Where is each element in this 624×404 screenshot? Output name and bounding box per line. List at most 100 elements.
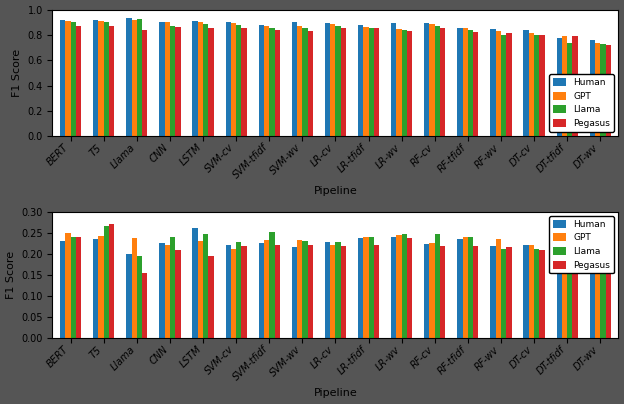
- Bar: [490, 29, 495, 136]
- Bar: [203, 24, 208, 136]
- Bar: [396, 235, 402, 338]
- Bar: [605, 255, 611, 338]
- Bar: [60, 20, 66, 136]
- Bar: [369, 237, 374, 338]
- Bar: [457, 239, 462, 338]
- Bar: [429, 24, 435, 136]
- Bar: [473, 32, 479, 136]
- Bar: [358, 25, 363, 136]
- Bar: [236, 25, 241, 136]
- Bar: [99, 21, 104, 136]
- Bar: [557, 239, 562, 338]
- Bar: [275, 245, 280, 338]
- Bar: [391, 23, 396, 136]
- Bar: [192, 21, 198, 136]
- Bar: [241, 28, 246, 136]
- Bar: [524, 245, 529, 338]
- Bar: [435, 26, 440, 136]
- Bar: [303, 241, 308, 338]
- Bar: [440, 28, 446, 136]
- Bar: [165, 22, 170, 136]
- Bar: [137, 256, 142, 338]
- Bar: [104, 226, 109, 338]
- Bar: [391, 237, 396, 338]
- Bar: [495, 239, 501, 338]
- Bar: [330, 245, 336, 338]
- Bar: [402, 30, 407, 136]
- Bar: [539, 35, 545, 136]
- Bar: [325, 23, 330, 136]
- Bar: [572, 36, 578, 136]
- Bar: [175, 27, 180, 136]
- Bar: [595, 258, 600, 338]
- Bar: [269, 28, 275, 136]
- Bar: [259, 25, 264, 136]
- Bar: [534, 249, 539, 338]
- Bar: [557, 38, 562, 136]
- Bar: [275, 29, 280, 136]
- Bar: [363, 27, 369, 136]
- Bar: [369, 27, 374, 136]
- Bar: [292, 21, 297, 136]
- Bar: [435, 234, 440, 338]
- Bar: [159, 243, 165, 338]
- Bar: [175, 250, 180, 338]
- Bar: [126, 254, 132, 338]
- Bar: [308, 245, 313, 338]
- Bar: [440, 246, 446, 338]
- Bar: [60, 241, 66, 338]
- Bar: [170, 26, 175, 136]
- Bar: [495, 31, 501, 136]
- Bar: [231, 23, 236, 136]
- Bar: [396, 29, 402, 136]
- Bar: [170, 237, 175, 338]
- Bar: [529, 245, 534, 338]
- Bar: [225, 22, 231, 136]
- Bar: [66, 21, 71, 136]
- Bar: [468, 30, 473, 136]
- Bar: [198, 241, 203, 338]
- Bar: [236, 242, 241, 338]
- Y-axis label: F1 Score: F1 Score: [12, 49, 22, 97]
- Bar: [93, 20, 99, 136]
- Bar: [264, 26, 269, 136]
- Bar: [501, 35, 506, 136]
- Bar: [76, 26, 81, 136]
- Bar: [462, 28, 468, 136]
- Bar: [341, 28, 346, 136]
- Bar: [132, 20, 137, 136]
- Bar: [462, 237, 468, 338]
- Bar: [71, 237, 76, 338]
- Bar: [76, 237, 81, 338]
- Bar: [308, 31, 313, 136]
- Bar: [567, 252, 572, 338]
- Bar: [605, 45, 611, 136]
- Bar: [374, 245, 379, 338]
- Bar: [506, 247, 512, 338]
- Bar: [562, 36, 567, 136]
- Bar: [231, 249, 236, 338]
- Bar: [600, 44, 605, 136]
- Bar: [590, 258, 595, 338]
- Bar: [424, 244, 429, 338]
- Bar: [142, 29, 147, 136]
- Bar: [424, 23, 429, 136]
- Bar: [93, 239, 99, 338]
- Bar: [336, 26, 341, 136]
- Bar: [473, 246, 479, 338]
- Bar: [109, 224, 114, 338]
- Bar: [330, 24, 336, 136]
- Bar: [341, 246, 346, 338]
- Bar: [506, 33, 512, 136]
- Bar: [198, 23, 203, 136]
- Bar: [303, 28, 308, 136]
- Bar: [402, 234, 407, 338]
- Bar: [241, 246, 246, 338]
- Bar: [264, 240, 269, 338]
- Bar: [292, 247, 297, 338]
- Legend: Human, GPT, Llama, Pegasus: Human, GPT, Llama, Pegasus: [549, 74, 614, 132]
- Bar: [208, 256, 213, 338]
- Bar: [529, 33, 534, 136]
- Bar: [600, 256, 605, 338]
- Bar: [192, 228, 198, 338]
